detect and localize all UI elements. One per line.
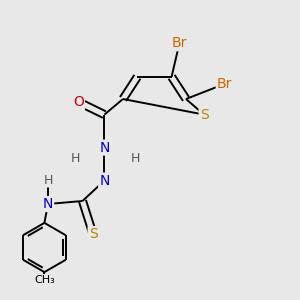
Text: Br: Br	[172, 36, 187, 50]
Text: H: H	[131, 152, 140, 166]
Text: S: S	[88, 227, 98, 241]
Text: H: H	[71, 152, 80, 166]
Text: H: H	[43, 173, 53, 187]
Text: Br: Br	[217, 77, 232, 91]
Text: CH₃: CH₃	[34, 274, 55, 285]
Text: S: S	[200, 108, 208, 122]
Text: N: N	[43, 197, 53, 211]
Text: O: O	[73, 95, 84, 109]
Text: N: N	[99, 174, 110, 188]
Text: N: N	[99, 141, 110, 154]
